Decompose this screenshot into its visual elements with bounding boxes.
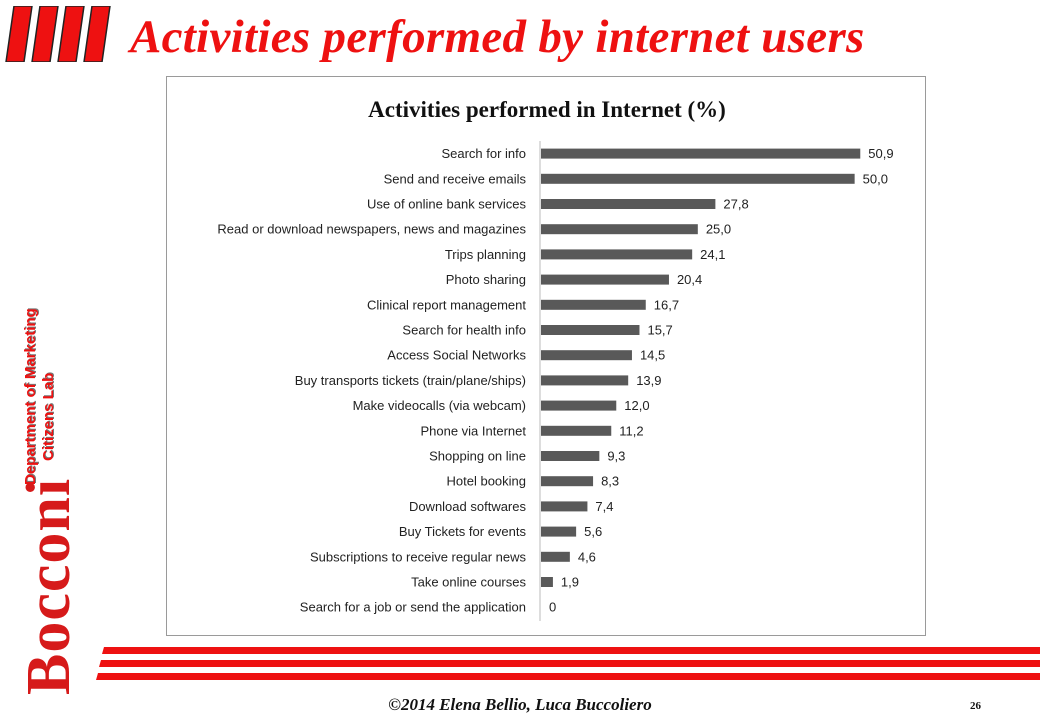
department-name: Department of Marketing: [22, 308, 39, 485]
category-label: Search for a job or send the application: [300, 600, 526, 615]
data-label: 14,5: [640, 348, 665, 363]
lab-name: Citizens Lab: [40, 372, 57, 461]
bar: [541, 476, 594, 487]
category-label: Subscriptions to receive regular news: [310, 549, 527, 564]
chart-title: Activities performed in Internet (%): [368, 97, 726, 122]
data-label: 15,7: [647, 323, 672, 338]
category-label: Buy Tickets for events: [399, 524, 527, 539]
bar: [541, 274, 669, 285]
category-label: Shopping on line: [429, 449, 526, 464]
slide-title: Activities performed by internet users: [130, 11, 865, 63]
category-label: Make videocalls (via webcam): [353, 398, 526, 413]
bar: [541, 199, 716, 209]
category-label: Send and receive emails: [384, 171, 527, 186]
data-label: 27,8: [723, 197, 748, 212]
logo-bars: [5, 6, 111, 62]
footer-credit: ©2014 Elena Bellio, Luca Buccoliero: [388, 695, 652, 714]
category-label: Trips planning: [445, 247, 526, 262]
data-label: 50,0: [863, 171, 888, 186]
bar: [541, 451, 600, 461]
category-label: Photo sharing: [446, 272, 526, 287]
bar: [541, 400, 617, 411]
data-label: 12,0: [624, 398, 649, 413]
bar: [541, 325, 640, 335]
data-label: 25,0: [706, 222, 731, 237]
data-label: 24,1: [700, 247, 725, 262]
bar: [541, 501, 588, 512]
page-number: 26: [970, 700, 981, 712]
bar: [541, 425, 612, 436]
department-label: Department of Marketing Citizens Lab: [22, 308, 58, 485]
decorative-stripes: [96, 647, 1040, 680]
data-label: 20,4: [677, 272, 702, 287]
data-label: 9,3: [607, 449, 625, 464]
bar: [541, 551, 570, 562]
bar: [541, 299, 646, 310]
data-label: 1,9: [561, 575, 579, 590]
category-label: Search for health info: [402, 323, 526, 338]
category-label: Clinical report management: [367, 297, 526, 312]
category-label: Phone via Internet: [420, 423, 526, 438]
data-label: 11,2: [619, 423, 643, 438]
bar: [541, 173, 855, 184]
category-label: Search for info: [441, 146, 526, 161]
bocconi-logo: Bocconi: [15, 477, 83, 695]
category-label: Access Social Networks: [387, 348, 526, 363]
data-label: 0: [549, 600, 556, 615]
chart-panel: Activities performed in Internet (%) Sea…: [166, 76, 926, 636]
category-label: Download softwares: [409, 499, 527, 514]
bar-chart: Activities performed in Internet (%) Sea…: [217, 97, 894, 621]
bar: [541, 577, 553, 587]
bar: [541, 249, 693, 260]
bar: [541, 350, 632, 361]
category-label: Hotel booking: [447, 474, 527, 489]
bar: [541, 375, 629, 386]
bar: [541, 148, 861, 159]
data-label: 7,4: [595, 499, 613, 514]
category-label: Buy transports tickets (train/plane/ship…: [295, 373, 526, 388]
category-label: Take online courses: [411, 575, 526, 590]
bar: [541, 224, 698, 235]
data-label: 8,3: [601, 474, 619, 489]
bar: [541, 526, 577, 537]
data-label: 50,9: [868, 146, 893, 161]
data-label: 13,9: [636, 373, 661, 388]
data-label: 5,6: [584, 524, 602, 539]
data-label: 4,6: [578, 549, 596, 564]
category-label: Read or download newspapers, news and ma…: [217, 222, 526, 237]
category-label: Use of online bank services: [367, 197, 526, 212]
data-label: 16,7: [654, 297, 679, 312]
